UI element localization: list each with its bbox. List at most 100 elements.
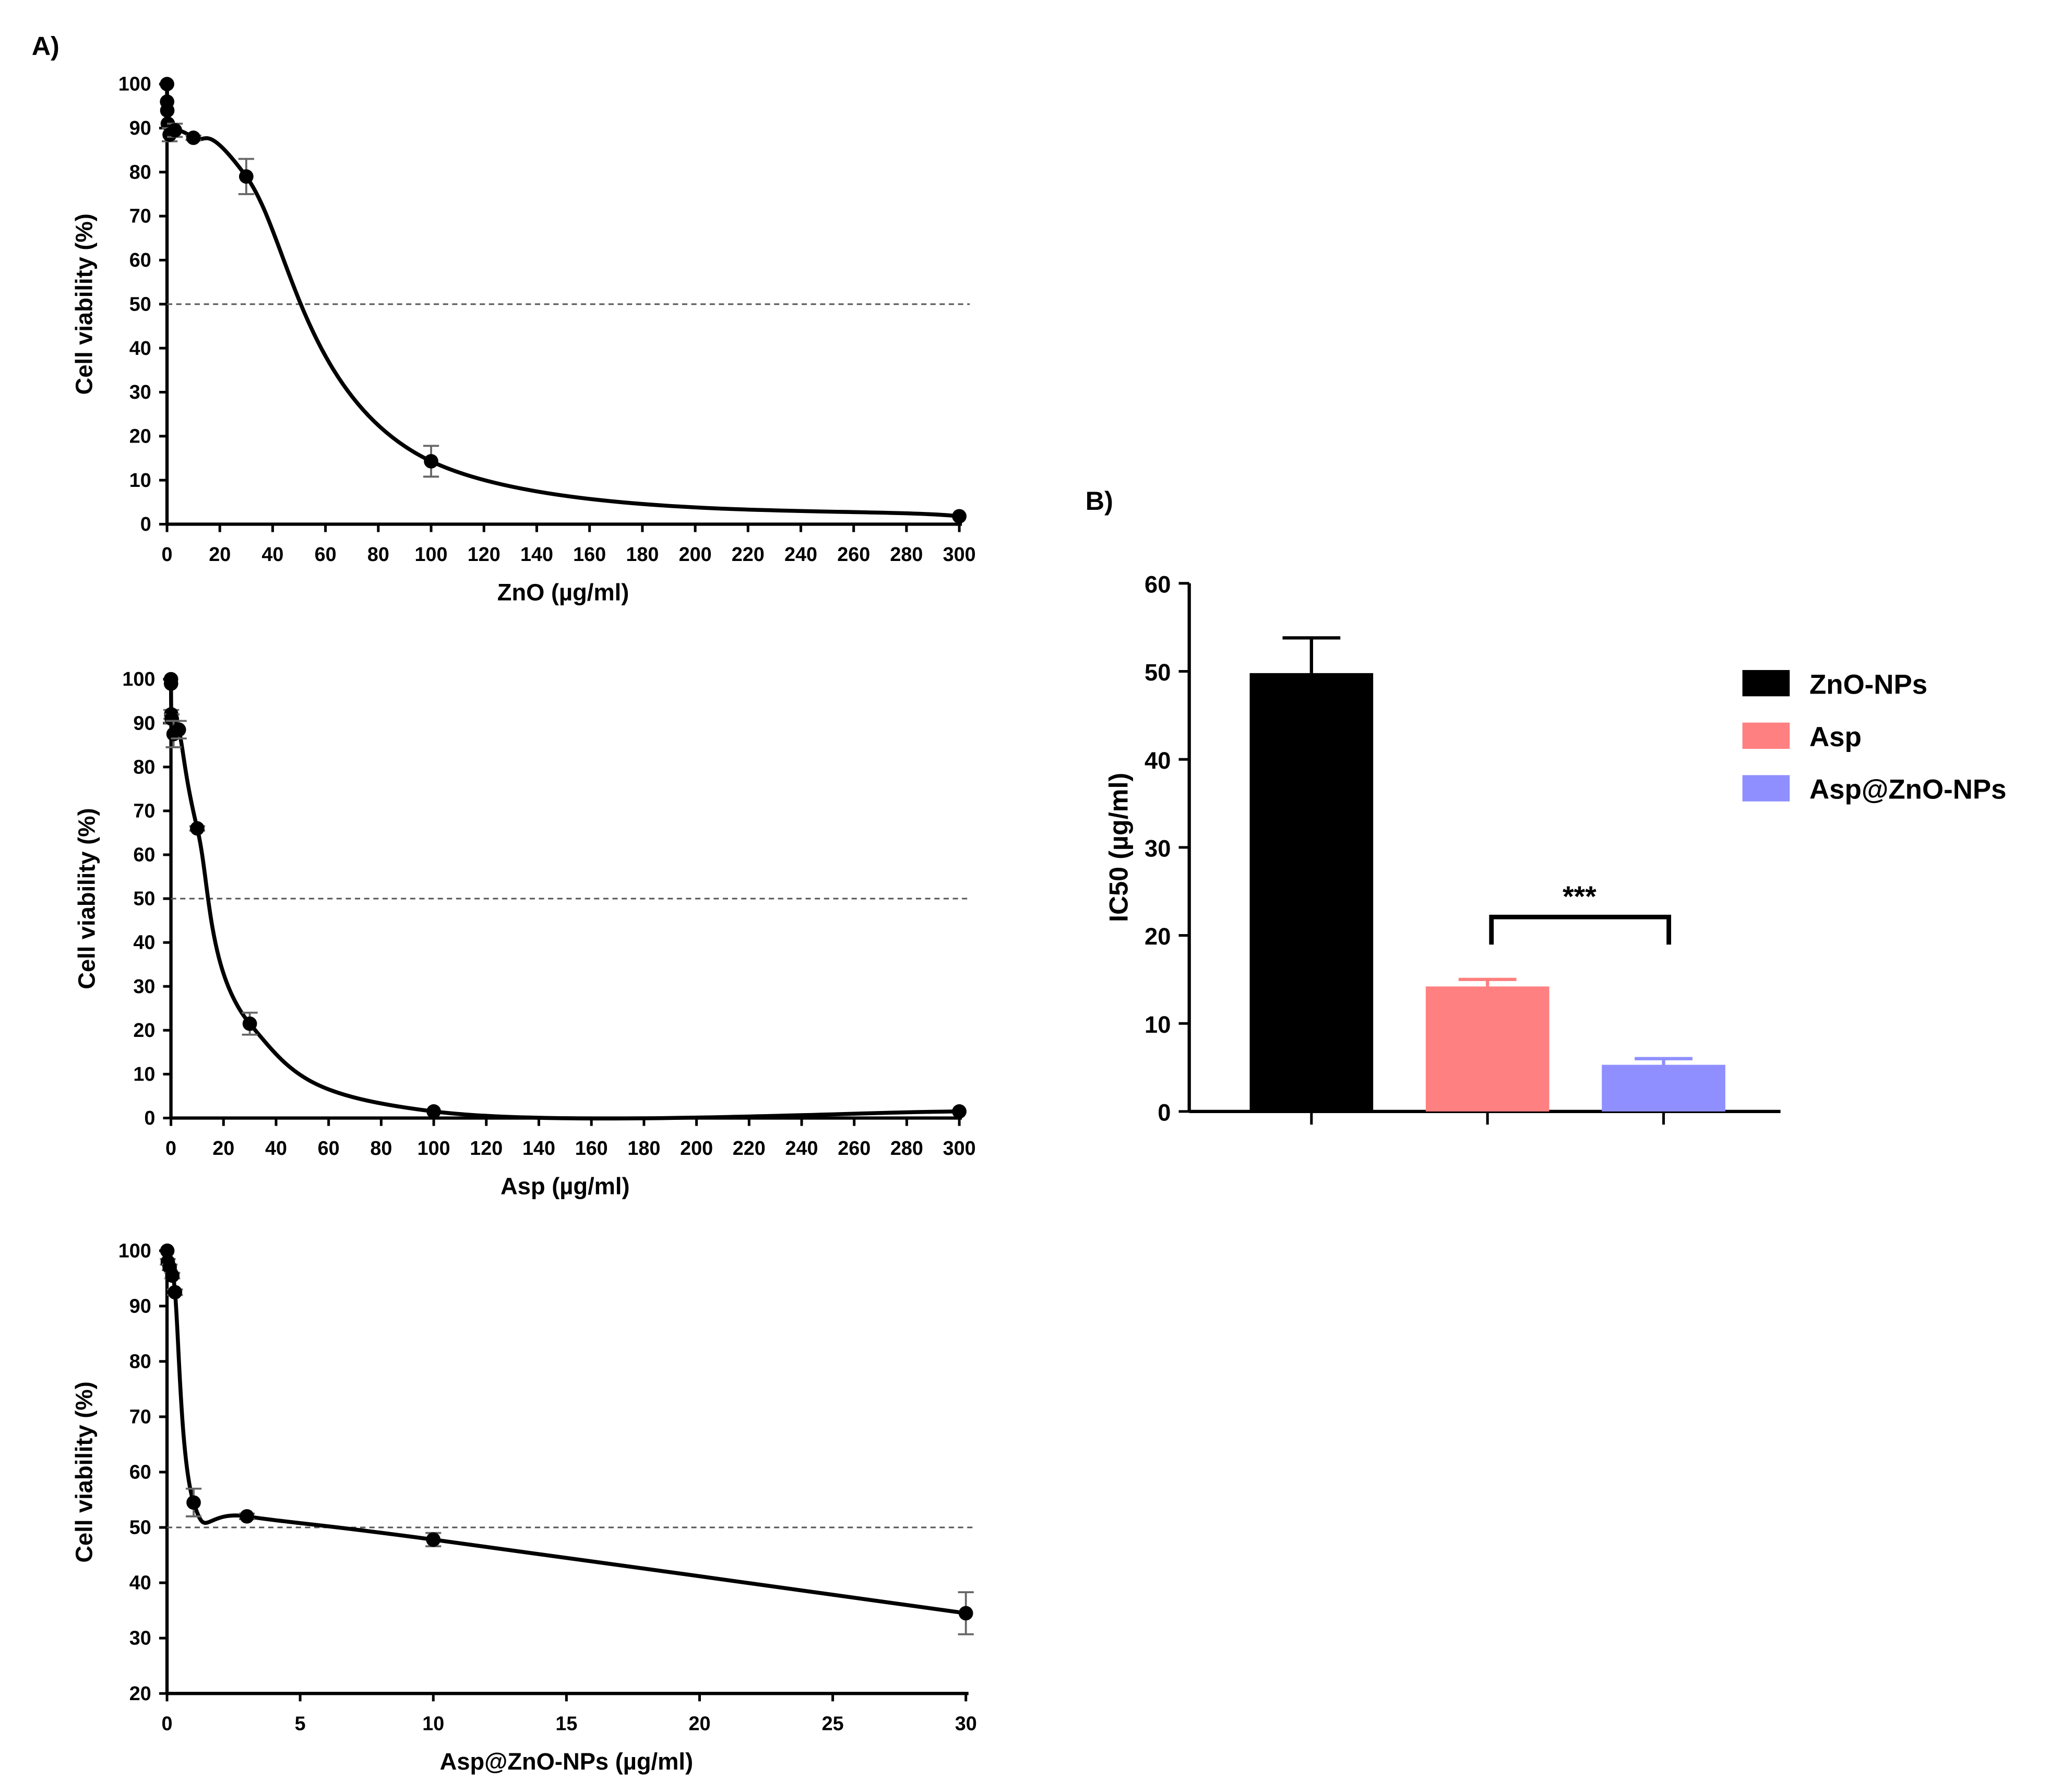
y-tick-label: 10 <box>133 1064 155 1085</box>
x-tick-label: 20 <box>209 544 231 566</box>
y-tick-label: 100 <box>118 1240 151 1262</box>
y-tick-label: 20 <box>129 425 151 447</box>
data-point <box>163 676 178 691</box>
x-tick-label: 60 <box>318 1138 340 1160</box>
x-tick-label: 160 <box>573 544 606 566</box>
x-tick-label: 220 <box>732 544 765 566</box>
data-point <box>186 1495 201 1510</box>
x-tick-label: 220 <box>733 1138 766 1160</box>
y-tick-label: 0 <box>1158 1100 1171 1126</box>
y-axis-label: Cell viability (%) <box>71 1381 98 1562</box>
x-tick-label: 0 <box>162 1713 173 1735</box>
data-point <box>190 821 205 836</box>
x-tick-label: 180 <box>627 1138 660 1160</box>
panel-label-a: A) <box>32 31 59 61</box>
x-tick-label: 120 <box>468 544 500 566</box>
y-tick-label: 90 <box>129 117 151 139</box>
x-tick-label: 25 <box>822 1713 844 1735</box>
fit-curve <box>165 1250 967 1616</box>
y-tick-label: 50 <box>129 1517 151 1539</box>
chart-zno-viability: 0 10 20 30 40 50 60 70 80 90 100 0 20 40 60 80 100 120 140… <box>71 74 976 606</box>
data-point <box>952 509 967 524</box>
x-tick-label: 200 <box>680 1138 713 1160</box>
y-tick-label: 30 <box>129 1628 151 1650</box>
y-axis-label: Cell viability (%) <box>71 213 98 395</box>
y-tick-label: 60 <box>1145 571 1171 598</box>
data-point <box>168 1285 183 1300</box>
bar-asp <box>1425 986 1550 1112</box>
x-tick-label: 240 <box>784 544 817 566</box>
y-tick-label: 40 <box>133 932 155 954</box>
x-tick-label: 30 <box>955 1713 977 1735</box>
bar-zno-nps <box>1249 673 1374 1112</box>
legend-swatch <box>1742 670 1790 697</box>
y-tick-label: 70 <box>133 800 155 822</box>
x-tick-label: 180 <box>626 544 659 566</box>
y-tick-label: 0 <box>140 513 151 535</box>
y-tick-label: 60 <box>129 249 151 271</box>
x-axis-label: Asp@ZnO-NPs (µg/ml) <box>440 1748 693 1775</box>
x-tick-label: 60 <box>315 544 337 566</box>
y-tick-label: 10 <box>129 470 151 492</box>
y-tick-label: 40 <box>1145 747 1171 774</box>
legend-label: Asp@ZnO-NPs <box>1809 774 2007 805</box>
y-tick-label: 70 <box>129 1406 151 1428</box>
y-tick-label: 90 <box>133 712 155 734</box>
legend-label: Asp <box>1809 722 1862 752</box>
significance-label: *** <box>1563 880 1596 913</box>
chart-asp-viability: 0 10 20 30 40 50 60 70 80 90 100 0 20 40 60 80 100 120 140… <box>74 668 976 1199</box>
x-axis-label: ZnO (µg/ml) <box>497 579 629 606</box>
data-point <box>424 454 438 469</box>
x-tick-label: 160 <box>575 1138 608 1160</box>
legend-label: ZnO-NPs <box>1809 669 1927 700</box>
x-tick-label: 0 <box>165 1138 176 1160</box>
x-tick-label: 140 <box>522 1138 555 1160</box>
data-point <box>239 169 254 184</box>
y-tick-label: 40 <box>129 338 151 360</box>
data-point <box>160 103 175 118</box>
chart-ic50-bars: 0 10 20 30 40 50 60 IC50 (µg/ml) *** ZnO-NPs Asp As… <box>1103 571 2006 1126</box>
y-tick-label: 90 <box>129 1295 151 1317</box>
x-tick-label: 40 <box>265 1138 287 1160</box>
y-axis-label: Cell viability (%) <box>74 808 100 989</box>
x-tick-label: 300 <box>943 1138 976 1160</box>
x-tick-label: 240 <box>785 1138 818 1160</box>
x-tick-label: 280 <box>890 1138 923 1160</box>
y-tick-label: 70 <box>129 206 151 228</box>
legend-swatch <box>1742 722 1790 749</box>
y-tick-label: 30 <box>129 381 151 403</box>
y-tick-label: 20 <box>129 1683 151 1705</box>
data-point <box>171 722 186 737</box>
y-tick-label: 80 <box>129 161 151 183</box>
y-tick-label: 40 <box>129 1572 151 1594</box>
x-tick-label: 140 <box>520 544 553 566</box>
y-tick-label: 30 <box>133 976 155 998</box>
data-point <box>160 77 174 91</box>
data-point <box>426 1104 441 1119</box>
y-tick-label: 0 <box>144 1107 155 1129</box>
bar-asp-zno-nps <box>1602 1065 1725 1112</box>
y-tick-label: 10 <box>1145 1011 1171 1038</box>
data-point <box>165 1268 180 1283</box>
data-point <box>240 1509 254 1524</box>
x-tick-label: 100 <box>415 544 448 566</box>
x-tick-label: 40 <box>261 544 283 566</box>
legend-swatch <box>1742 775 1790 802</box>
x-tick-label: 5 <box>295 1713 306 1735</box>
x-tick-label: 0 <box>162 544 173 566</box>
panel-label-b: B) <box>1086 486 1113 516</box>
y-tick-label: 20 <box>1145 923 1171 950</box>
y-tick-label: 30 <box>1145 835 1171 862</box>
x-tick-label: 100 <box>418 1138 450 1160</box>
data-point <box>426 1532 441 1547</box>
x-tick-label: 260 <box>837 544 870 566</box>
x-tick-label: 20 <box>212 1138 234 1160</box>
x-tick-label: 15 <box>555 1713 577 1735</box>
y-tick-label: 100 <box>122 668 155 690</box>
significance-bracket <box>1489 914 1672 945</box>
y-tick-label: 60 <box>133 844 155 866</box>
y-axis-label: IC50 (µg/ml) <box>1103 773 1133 922</box>
data-point <box>242 1016 257 1031</box>
fit-curve <box>165 84 960 519</box>
